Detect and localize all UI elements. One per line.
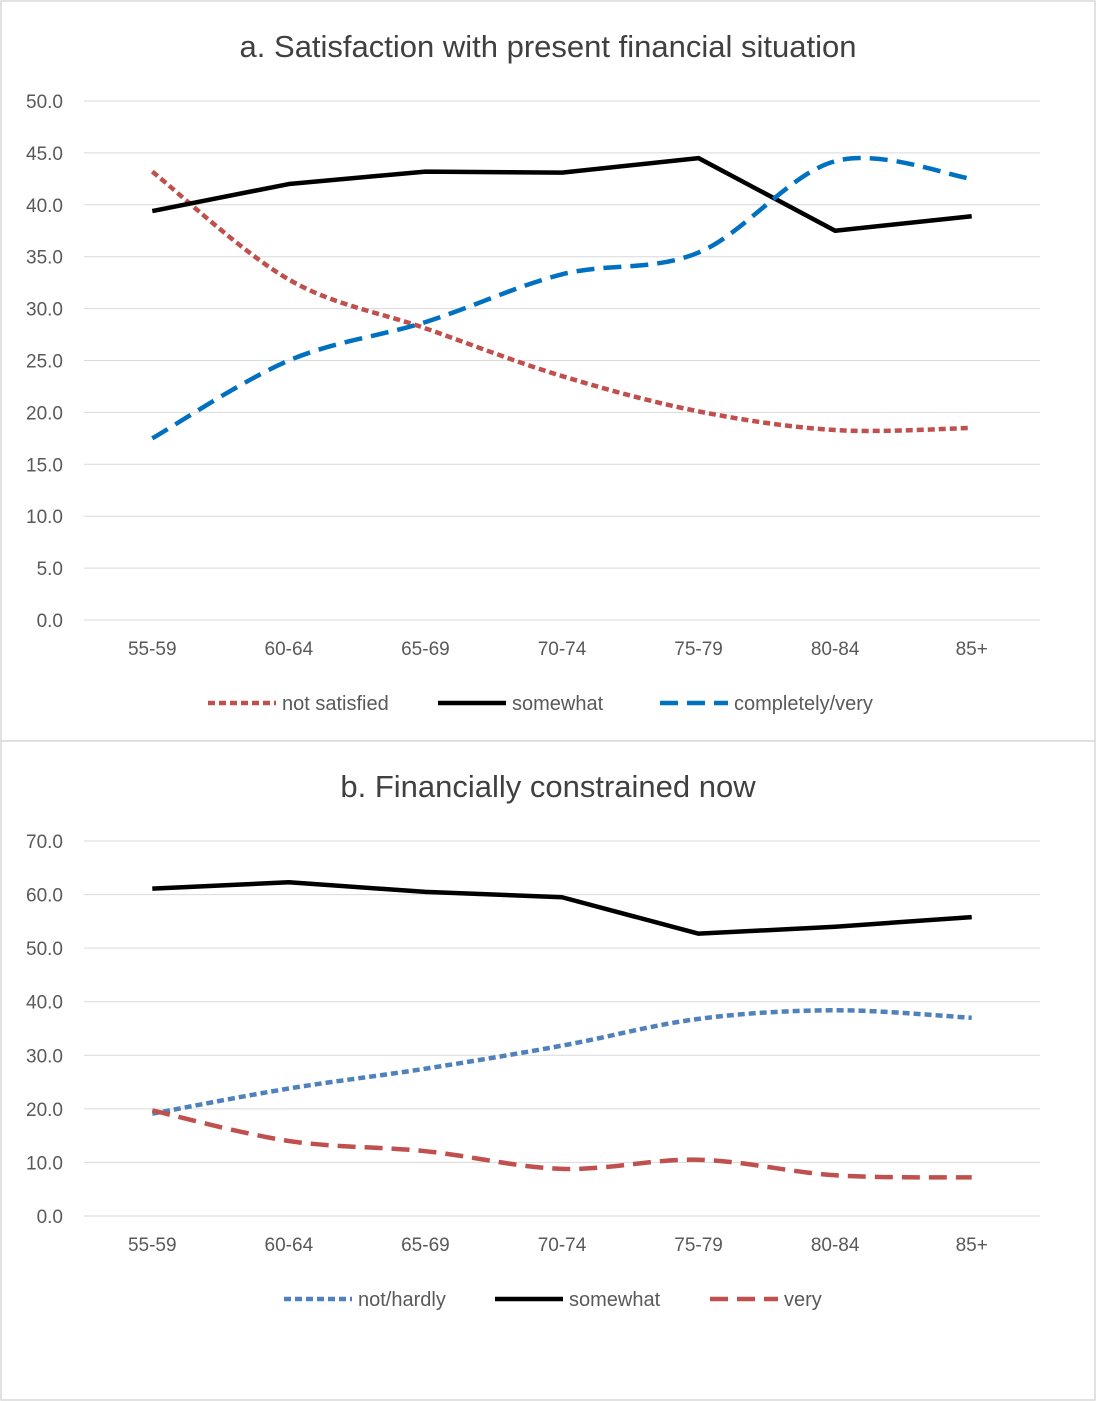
gridlines [84, 100, 1040, 621]
x-tick-label: 80-84 [811, 1235, 860, 1256]
y-axis-ticks: 0.0 10.0 20.0 30.0 40.0 50.0 60.0 70.0 [26, 832, 63, 1228]
x-axis-ticks: 55-59 60-64 65-69 70-74 75-79 80-84 85+ [128, 1235, 988, 1256]
y-tick-label: 0.0 [37, 1207, 63, 1228]
x-axis-ticks: 55-59 60-64 65-69 70-74 75-79 80-84 85+ [128, 639, 988, 660]
y-tick-label: 10.0 [26, 1153, 63, 1174]
legend: not/hardly somewhat very [284, 1289, 822, 1311]
x-tick-label: 60-64 [265, 1235, 314, 1256]
series-line-not-hardly [151, 1008, 972, 1116]
x-tick-label: 85+ [956, 1235, 988, 1256]
series-line-not-satisfied [150, 169, 972, 434]
y-tick-label: 60.0 [26, 886, 63, 907]
chart-border [0, 0, 1096, 742]
legend-label: not/hardly [358, 1289, 446, 1311]
x-tick-label: 65-69 [401, 1235, 450, 1256]
chart-title: b. Financially constrained now [340, 769, 756, 804]
y-tick-label: 40.0 [26, 196, 63, 217]
chart-panel-constrained: b. Financially constrained now 0.0 10.0 20… [0, 740, 1096, 1401]
y-tick-label: 25.0 [26, 352, 63, 373]
chart-title: a. Satisfaction with present financial s… [240, 29, 857, 64]
legend-label: completely/very [734, 693, 873, 715]
y-tick-label: 50.0 [26, 939, 63, 960]
x-tick-label: 55-59 [128, 1235, 177, 1256]
y-tick-label: 15.0 [26, 455, 63, 476]
y-tick-label: 30.0 [26, 300, 63, 321]
chart-panel-satisfaction: a. Satisfaction with present financial s… [0, 0, 1096, 742]
series-line-somewhat [151, 155, 972, 233]
legend-label: somewhat [512, 693, 604, 715]
series-line-somewhat [152, 880, 972, 936]
legend-label: somewhat [569, 1289, 661, 1311]
y-tick-label: 30.0 [26, 1046, 63, 1067]
x-tick-label: 70-74 [538, 639, 587, 660]
x-tick-label: 75-79 [674, 639, 723, 660]
x-tick-label: 75-79 [674, 1235, 723, 1256]
y-tick-label: 70.0 [26, 832, 63, 853]
x-tick-label: 65-69 [401, 639, 450, 660]
y-tick-label: 5.0 [37, 559, 63, 580]
series-line-very [151, 1108, 972, 1180]
y-axis-ticks: 0.0 5.0 10.0 15.0 20.0 25.0 30.0 35.0 40.0 45.0 50… [26, 92, 63, 632]
y-tick-label: 20.0 [26, 1100, 63, 1121]
y-tick-label: 40.0 [26, 993, 63, 1014]
y-tick-label: 45.0 [26, 144, 63, 165]
legend-label: very [784, 1289, 822, 1311]
x-tick-label: 55-59 [128, 639, 177, 660]
y-tick-label: 0.0 [37, 611, 63, 632]
y-tick-label: 50.0 [26, 92, 63, 113]
y-tick-label: 35.0 [26, 248, 63, 269]
x-tick-label: 70-74 [538, 1235, 587, 1256]
legend: not satisfied somewhat completely/very [208, 693, 873, 715]
y-tick-label: 20.0 [26, 403, 63, 424]
x-tick-label: 60-64 [265, 639, 314, 660]
gridlines [84, 840, 1040, 1217]
series-line-completely-very [151, 155, 973, 441]
y-tick-label: 10.0 [26, 507, 63, 528]
series-lines [150, 155, 973, 441]
x-tick-label: 80-84 [811, 639, 860, 660]
legend-label: not satisfied [282, 693, 389, 715]
chart-border [0, 740, 1096, 1401]
series-lines [151, 880, 972, 1180]
x-tick-label: 85+ [956, 639, 988, 660]
